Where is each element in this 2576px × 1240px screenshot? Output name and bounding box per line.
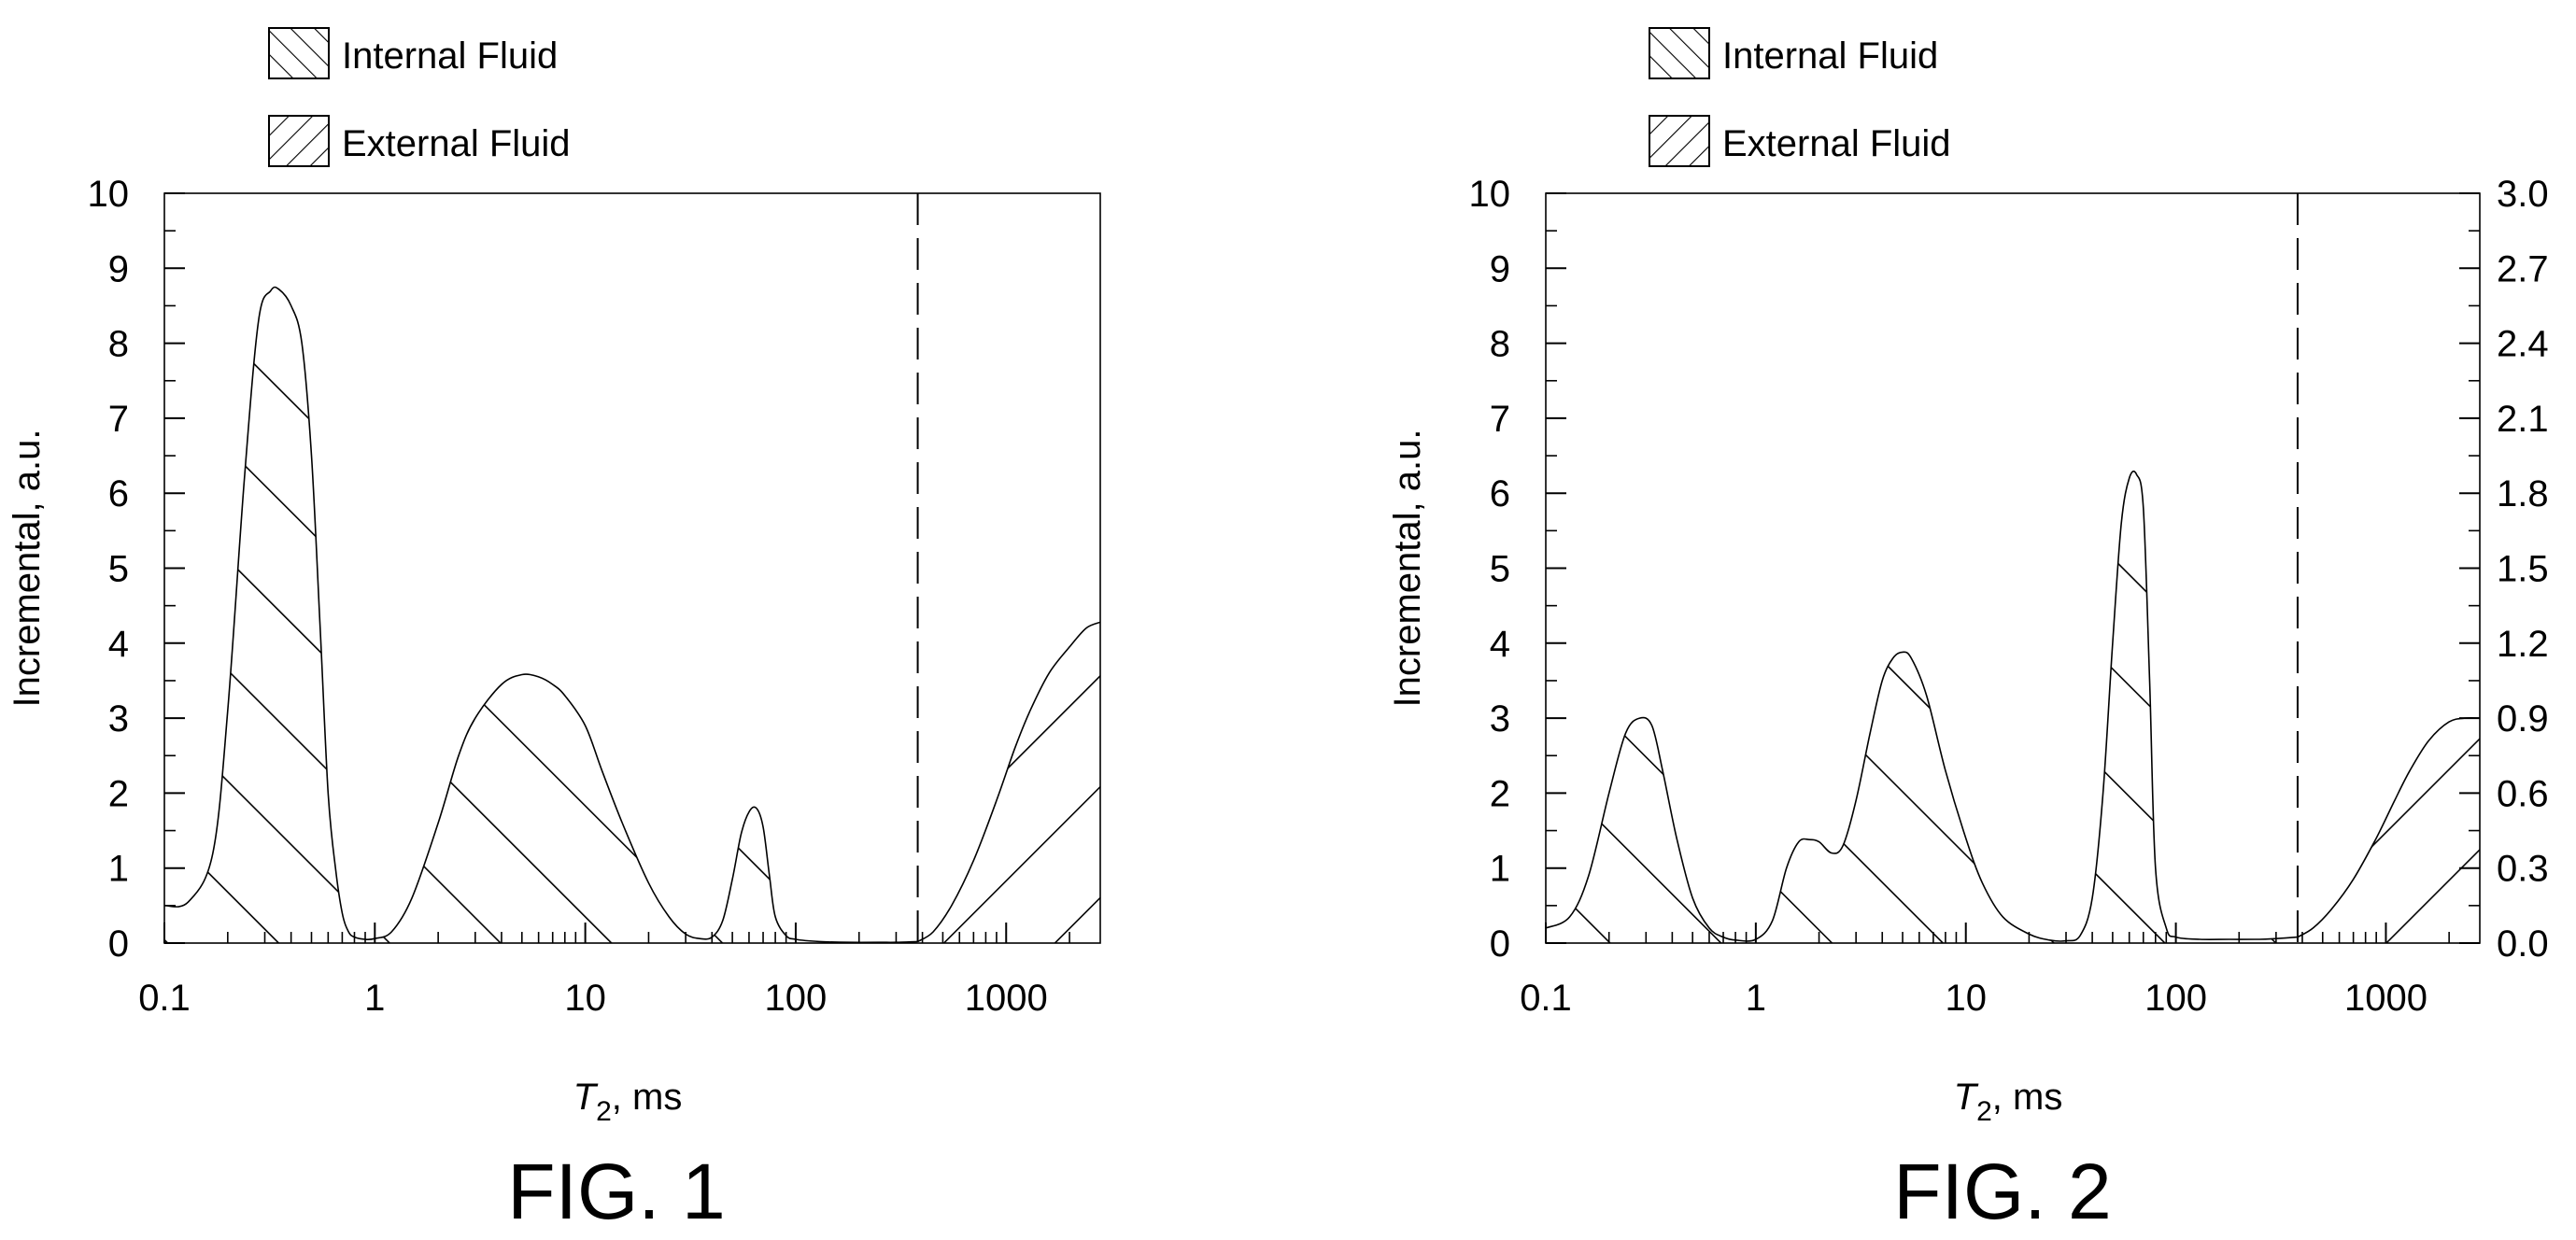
- internal-fluid-area: [1546, 471, 2298, 943]
- x-tick-label: 10: [564, 978, 606, 1019]
- y-tick-label: 10: [1469, 174, 1511, 215]
- y-tick-label: 7: [1490, 399, 1510, 440]
- y-tick-label: 10: [88, 174, 130, 215]
- legend-label-external: External Fluid: [342, 123, 571, 164]
- y-tick-label: 0: [108, 923, 129, 965]
- figure-caption: FIG. 1: [507, 1148, 725, 1235]
- x-tick-label: 1: [1746, 978, 1766, 1019]
- y2-tick-label: 1.5: [2497, 549, 2549, 590]
- y-tick-label: 2: [1490, 773, 1510, 814]
- y2-tick-label: 3.0: [2497, 174, 2549, 215]
- y-tick-label: 2: [108, 773, 129, 814]
- legend-label-external: External Fluid: [1722, 123, 1951, 164]
- y-tick-label: 4: [1490, 624, 1510, 665]
- figure-2-panel: 0 1 2 3 4 5 6 7 8 9 10 0.0 0.3 0.6 0.9 1.2 1.5 1.8 2.1 2.4 2…: [1387, 27, 2549, 1235]
- y-tick-label: 9: [1490, 248, 1510, 289]
- y-tick-label: 9: [108, 248, 129, 289]
- y2-tick-label: 0.0: [2497, 923, 2549, 965]
- y2-tick-label: 2.1: [2497, 399, 2549, 440]
- y-tick-label: 3: [108, 698, 129, 740]
- figure-1-panel: 0 1 2 3 4 5 6 7 8 9 10 0.1 1 10 100 1000 T2, ms Increment…: [7, 27, 1101, 1235]
- x-tick-label: 100: [2144, 978, 2207, 1019]
- y-tick-label: 6: [1490, 473, 1510, 514]
- y2-tick-label: 1.8: [2497, 473, 2549, 514]
- y-tick-label: 3: [1490, 698, 1510, 740]
- x-tick-label: 10: [1945, 978, 1987, 1019]
- y-tick-label: 4: [108, 624, 129, 665]
- y-tick-label: 8: [108, 324, 129, 365]
- plot-frame: [1545, 192, 2481, 944]
- y-tick-label: 1: [108, 849, 129, 890]
- x-tick-label: 1000: [2344, 978, 2427, 1019]
- external-fluid-curve: [917, 621, 1101, 943]
- legend-swatch-external: [1649, 115, 1710, 167]
- internal-fluid-area: [164, 287, 918, 944]
- y-tick-label: 7: [108, 399, 129, 440]
- y2-tick-label: 2.4: [2497, 324, 2549, 365]
- x-tick-label: 1000: [965, 978, 1048, 1019]
- x-tick-label: 1: [364, 978, 385, 1019]
- legend-swatch-internal: [1649, 27, 1710, 79]
- external-fluid-area: [917, 622, 1100, 943]
- y-tick-label: 0: [1490, 923, 1510, 965]
- internal-fluid-curve: [163, 286, 918, 944]
- y-tick-label: 6: [108, 473, 129, 514]
- y-axis-label: Incremental, a.u.: [7, 430, 48, 708]
- y2-tick-label: 0.9: [2497, 698, 2549, 740]
- y-tick-label: 1: [1490, 849, 1510, 890]
- external-fluid-curve: [2297, 716, 2481, 938]
- y2-tick-label: 1.2: [2497, 624, 2549, 665]
- y-tick-label: 5: [108, 549, 129, 590]
- x-tick-label: 100: [765, 978, 828, 1019]
- y2-tick-label: 2.7: [2497, 248, 2549, 289]
- legend-label-internal: Internal Fluid: [342, 35, 558, 77]
- y2-tick-label: 0.6: [2497, 773, 2549, 814]
- y-tick-label: 8: [1490, 324, 1510, 365]
- y-tick-label: 5: [1490, 549, 1510, 590]
- internal-fluid-curve: [1545, 470, 2299, 942]
- y2-tick-label: 0.3: [2497, 849, 2549, 890]
- y-axis-label: Incremental, a.u.: [1387, 430, 1428, 708]
- x-axis-label: T2, ms: [1954, 1077, 2063, 1127]
- figure-caption: FIG. 2: [1893, 1148, 2111, 1235]
- x-tick-label: 0.1: [138, 978, 191, 1019]
- legend-label-internal: Internal Fluid: [1722, 35, 1938, 77]
- legend-swatch-internal: [268, 27, 330, 79]
- x-tick-label: 0.1: [1520, 978, 1572, 1019]
- external-fluid-area: [2298, 717, 2480, 943]
- legend-swatch-external: [268, 115, 330, 167]
- x-axis-label: T2, ms: [573, 1077, 683, 1127]
